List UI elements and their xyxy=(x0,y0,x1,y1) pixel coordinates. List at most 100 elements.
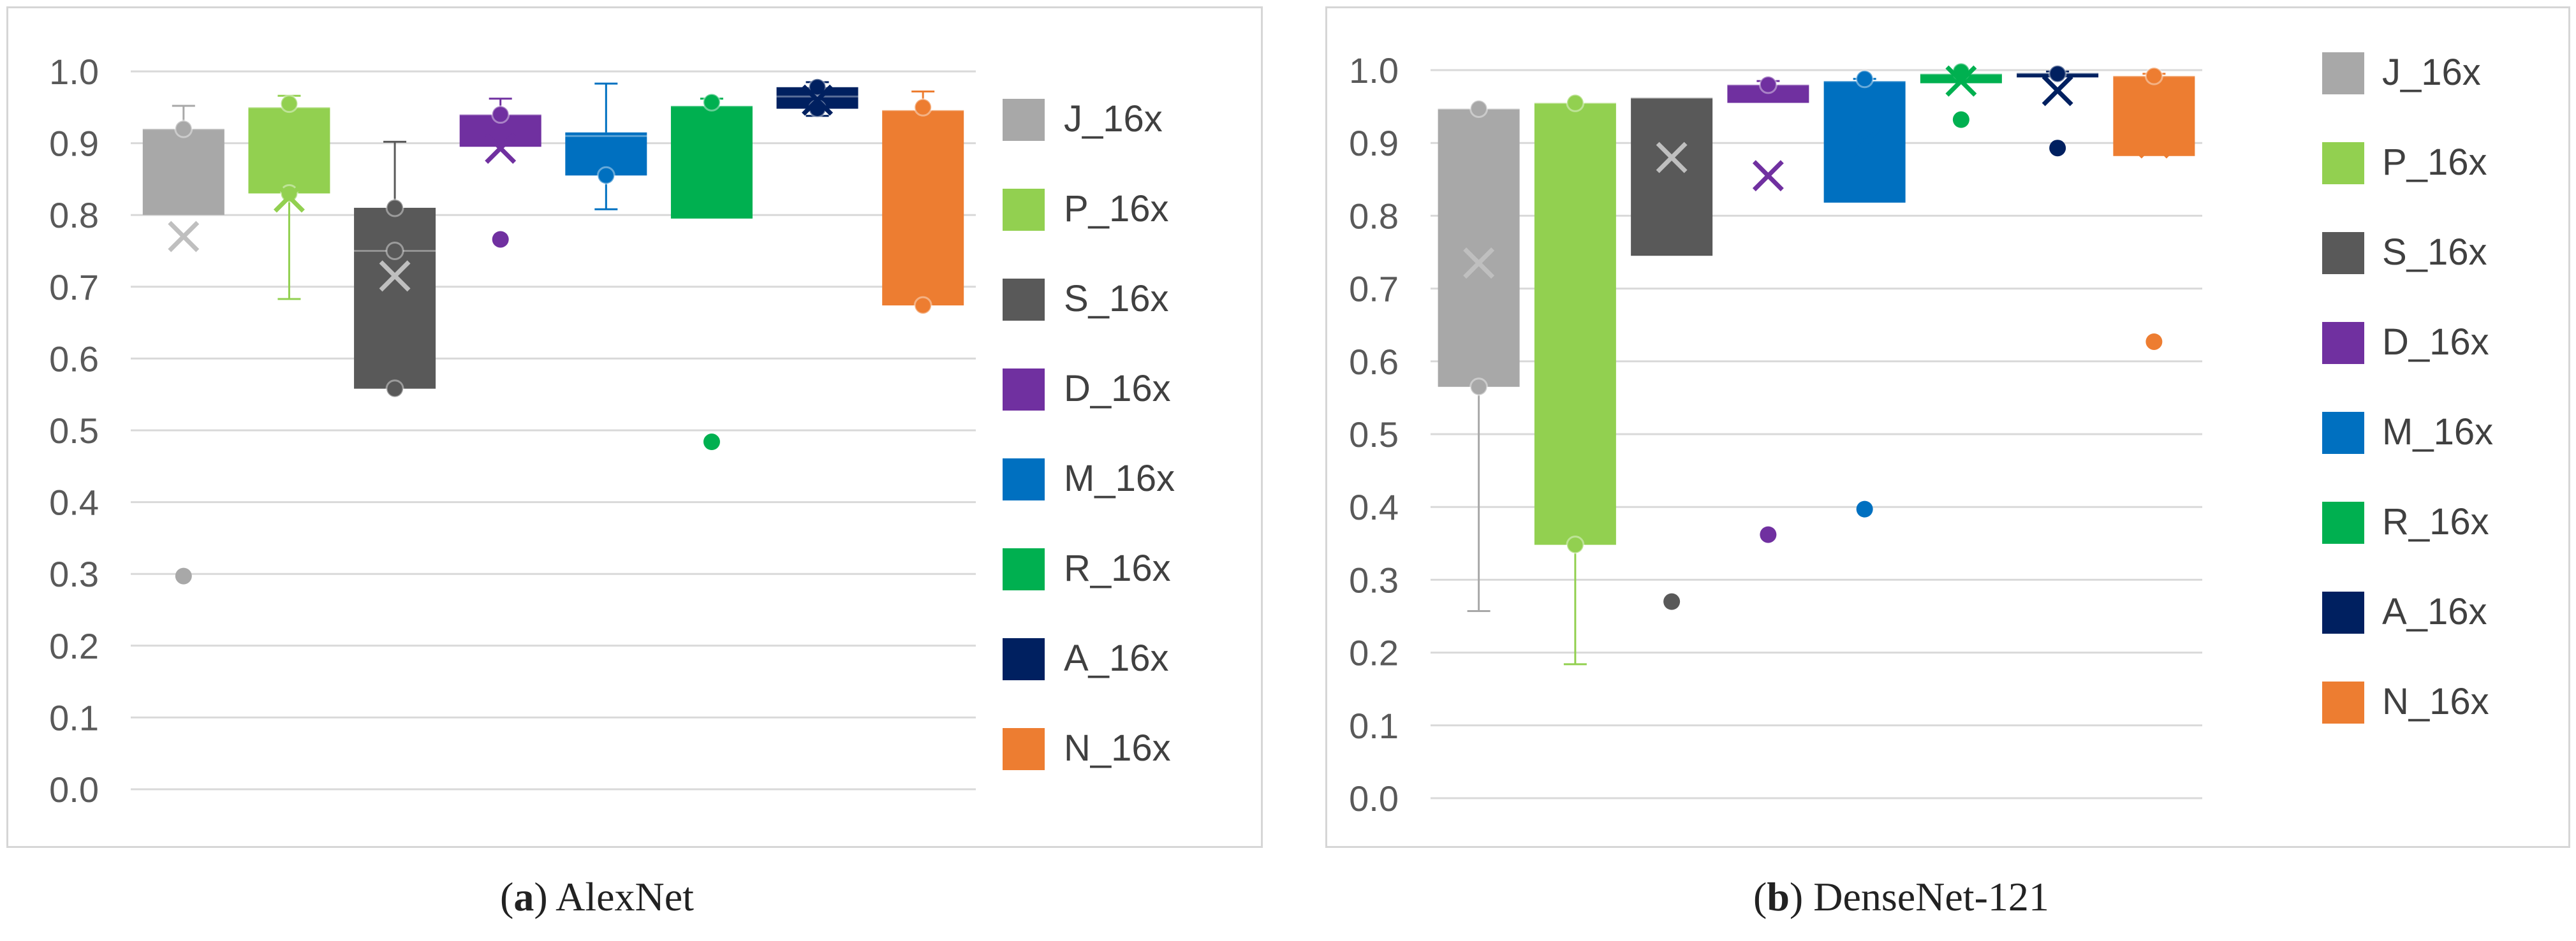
data-point xyxy=(702,92,721,112)
y-tick-label: 0.7 xyxy=(49,267,99,307)
mean-marker xyxy=(907,199,939,231)
y-tick-label: 0.8 xyxy=(49,195,99,235)
panel-densenet: 0.0 0.1 0.2 0.3 0.4 0.5 0.6 0.7 0.8 0.9 1.0 J_16x P_… xyxy=(1322,0,2576,941)
box-body xyxy=(1631,98,1713,256)
mean-marker xyxy=(1656,142,1688,173)
mean-marker xyxy=(273,181,305,213)
data-point xyxy=(1758,75,1777,94)
caption-densenet: (b) DenseNet-121 xyxy=(1753,874,2049,919)
mean-marker xyxy=(1849,127,1881,159)
legend-label: M_16x xyxy=(1064,458,1175,499)
legend-swatch xyxy=(1003,548,1045,590)
legend-label: J_16x xyxy=(2382,52,2481,93)
outlier-point xyxy=(1952,111,1969,128)
outlier-point xyxy=(703,434,720,451)
data-point xyxy=(1469,99,1489,119)
legend-label: R_16x xyxy=(1064,548,1171,589)
data-point xyxy=(913,98,932,117)
mean-marker xyxy=(1752,160,1784,192)
alexnet-boxplot: 0.0 0.1 0.2 0.3 0.4 0.5 0.6 0.7 0.8 0.9 1.0 J_16x P_… xyxy=(49,52,1175,810)
data-point xyxy=(1566,93,1585,112)
y-tick-label: 0.0 xyxy=(1349,778,1399,819)
box-body xyxy=(354,207,436,389)
data-point xyxy=(174,119,193,138)
mean-marker xyxy=(168,221,200,252)
y-tick-label: 0.4 xyxy=(1349,487,1399,527)
box-r-16x xyxy=(1920,62,2002,128)
data-point xyxy=(1855,69,1874,89)
data-point xyxy=(1566,536,1585,555)
caption-letter: b xyxy=(1767,874,1790,919)
data-point xyxy=(2048,64,2067,84)
mean-marker xyxy=(590,142,622,173)
box-d-16x xyxy=(1727,75,1809,543)
densenet-boxplot: 0.0 0.1 0.2 0.3 0.4 0.5 0.6 0.7 0.8 0.9 1.0 J_16x P_… xyxy=(1349,50,2493,819)
legend-swatch xyxy=(2322,682,2364,724)
box-j-16x xyxy=(142,105,224,585)
box-body xyxy=(248,107,330,194)
legend-swatch xyxy=(2322,322,2364,364)
data-point xyxy=(385,198,404,217)
legend-swatch xyxy=(2322,52,2364,94)
legend-swatch xyxy=(1003,279,1045,321)
legend-label: S_16x xyxy=(2382,231,2487,273)
data-point xyxy=(491,105,510,124)
legend-label: P_16x xyxy=(2382,142,2487,183)
y-tick-label: 0.0 xyxy=(49,770,99,810)
box-body xyxy=(882,110,964,306)
legend-label: J_16x xyxy=(1064,98,1163,140)
box-m-16x xyxy=(1823,69,1906,518)
y-tick-label: 0.3 xyxy=(1349,560,1399,600)
y-tick-label: 0.6 xyxy=(1349,342,1399,382)
outlier-point xyxy=(2049,140,2066,157)
outlier-point xyxy=(1760,526,1777,543)
y-tick-label: 0.2 xyxy=(1349,633,1399,673)
box-s-16x xyxy=(354,140,436,398)
mean-marker xyxy=(1463,247,1495,279)
data-point xyxy=(385,242,404,260)
data-point xyxy=(279,94,298,113)
box-p-16x xyxy=(248,94,330,300)
legend-label: M_16x xyxy=(2382,411,2493,453)
data-point xyxy=(596,166,615,185)
legend-swatch xyxy=(1003,189,1045,231)
outlier-point xyxy=(1663,593,1681,610)
data-point xyxy=(279,184,298,203)
legend-label: N_16x xyxy=(2382,681,2489,722)
legend-label: A_16x xyxy=(2382,591,2487,632)
y-tick-label: 0.3 xyxy=(49,554,99,594)
legend-swatch xyxy=(2322,142,2364,184)
legend-swatch xyxy=(2322,502,2364,544)
legend-label: S_16x xyxy=(1064,278,1168,319)
box-body xyxy=(142,129,224,215)
box-n-16x xyxy=(2113,66,2195,350)
box-r-16x xyxy=(670,92,753,451)
box-j-16x xyxy=(1438,99,1520,613)
outlier-point xyxy=(1856,500,1873,518)
y-tick-label: 0.2 xyxy=(49,626,99,666)
legend-label: D_16x xyxy=(1064,368,1171,409)
legend-label: P_16x xyxy=(1064,188,1168,230)
mean-marker xyxy=(2138,127,2170,159)
data-point xyxy=(913,296,932,315)
box-m-16x xyxy=(565,82,647,210)
box-a-16x xyxy=(2017,64,2099,157)
outlier-point xyxy=(175,567,192,585)
mean-marker xyxy=(696,149,728,180)
legend-swatch xyxy=(2322,232,2364,274)
y-tick-label: 0.9 xyxy=(49,124,99,164)
mean-marker xyxy=(379,260,411,292)
box-s-16x xyxy=(1631,96,1713,610)
legend-swatch xyxy=(2322,592,2364,634)
y-tick-label: 0.5 xyxy=(1349,414,1399,455)
y-tick-label: 0.8 xyxy=(1349,196,1399,236)
y-tick-label: 0.5 xyxy=(49,411,99,451)
outlier-point xyxy=(492,231,509,248)
y-tick-label: 0.4 xyxy=(49,483,99,523)
y-tick-label: 0.6 xyxy=(49,339,99,379)
data-point xyxy=(385,379,404,398)
y-tick-label: 0.7 xyxy=(1349,269,1399,309)
y-tick-label: 0.1 xyxy=(49,697,99,738)
y-tick-label: 0.9 xyxy=(1349,123,1399,163)
mean-marker xyxy=(1945,65,1977,97)
